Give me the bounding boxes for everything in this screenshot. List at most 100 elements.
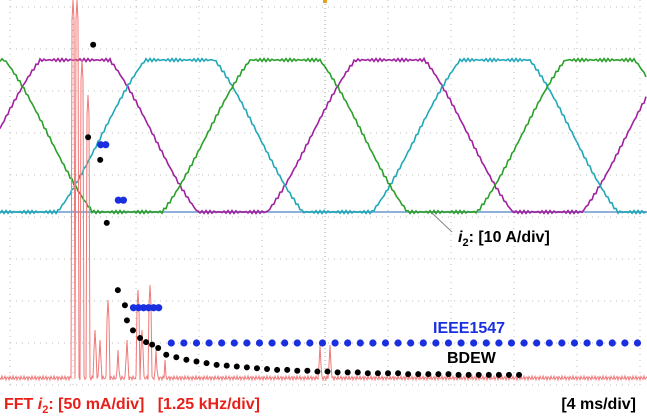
limit-dot <box>516 371 523 378</box>
limit-dot <box>85 134 92 141</box>
limit-dot <box>121 302 128 309</box>
ieee-label: IEEE1547 <box>433 320 505 337</box>
limit-dot <box>218 339 226 347</box>
limit-dot <box>134 304 143 312</box>
limit-dot <box>385 370 391 377</box>
limit-dot <box>457 339 465 347</box>
symbol: i <box>458 229 463 246</box>
limit-dot <box>374 370 381 377</box>
limit-dot <box>205 339 213 347</box>
limit-dot <box>533 339 541 347</box>
limit-dot <box>306 339 314 347</box>
limit-dot <box>103 219 110 226</box>
limit-dot <box>394 339 402 347</box>
limit-dot <box>470 339 478 347</box>
limit-dot <box>444 339 453 347</box>
limit-dot <box>213 361 220 368</box>
limit-dot <box>155 345 162 352</box>
limit-dot <box>633 339 642 347</box>
limit-dot <box>102 141 110 149</box>
limit-dot <box>381 339 390 347</box>
limit-dot <box>119 196 127 204</box>
limit-dot <box>233 363 240 370</box>
limit-dot <box>344 339 352 347</box>
limit-dot <box>145 304 153 312</box>
limit-dot <box>304 367 311 374</box>
limit-dot <box>314 368 321 375</box>
limit-dot <box>123 317 130 324</box>
limit-dot <box>507 339 516 347</box>
limit-dot <box>90 41 97 48</box>
phase-current <box>0 56 647 215</box>
limit-dot <box>139 304 148 312</box>
limit-dot <box>445 371 452 378</box>
limit-dot <box>318 339 327 347</box>
limit-dot <box>432 339 440 347</box>
limit-dot <box>405 371 412 378</box>
limit-dot <box>558 339 566 347</box>
current-label: i2: [10 A/div] <box>458 229 550 249</box>
limit-dot <box>435 371 442 378</box>
limit-dot <box>294 367 301 374</box>
limit-dot <box>475 371 482 378</box>
subscript: 2 <box>462 237 468 249</box>
limit-dot <box>293 339 301 347</box>
limit-dot <box>137 334 144 341</box>
limit-dot <box>415 371 422 378</box>
limit-dot <box>114 196 122 204</box>
subscript: 2 <box>42 404 48 416</box>
limit-dot <box>425 371 432 378</box>
limit-dot <box>334 369 341 376</box>
limit-dot <box>570 339 579 347</box>
limit-dot <box>264 366 271 373</box>
limit-dot <box>274 366 281 373</box>
limit-dot <box>243 339 251 347</box>
limit-dot <box>596 339 604 347</box>
phase-current <box>0 57 647 215</box>
limit-dot <box>223 362 230 369</box>
limit-dot <box>281 339 289 347</box>
phase-current <box>0 57 647 215</box>
limit-dot <box>583 339 591 347</box>
limit-dot <box>193 358 200 365</box>
limit-dot <box>155 304 163 312</box>
trigger-marker <box>323 0 327 3</box>
waveforms <box>0 0 647 382</box>
limit-dot <box>495 339 503 347</box>
time-label: [4 ms/div] <box>561 396 636 413</box>
limit-dot <box>407 339 415 347</box>
limit-dot <box>364 370 371 377</box>
limit-dot <box>505 371 512 378</box>
limit-dot <box>354 369 361 376</box>
limit-dot <box>167 339 175 347</box>
limit-dot <box>455 371 462 378</box>
limit-dot <box>284 366 291 373</box>
limit-dot <box>369 339 377 347</box>
limit-dot <box>344 369 351 376</box>
limit-dot <box>495 371 502 378</box>
limit-dot <box>419 339 427 347</box>
limit-dot <box>545 339 553 347</box>
limit-dot <box>608 339 616 347</box>
limit-dot <box>114 287 121 294</box>
scale: : [50 mA/div] [1.25 kHz/div] <box>48 396 260 413</box>
bdew-label: BDEW <box>447 350 497 367</box>
limit-dot <box>230 339 238 347</box>
limit-dot <box>150 304 158 312</box>
limit-dot <box>143 339 150 346</box>
limit-dot <box>129 304 138 312</box>
limit-dot <box>331 339 339 347</box>
limit-dot <box>129 327 136 334</box>
limit-dot <box>97 141 105 149</box>
limit-dot <box>173 354 180 361</box>
limit-dot <box>163 351 170 358</box>
limit-dot <box>356 339 364 347</box>
limit-dot <box>268 339 276 347</box>
limit-dot <box>465 371 472 378</box>
limit-dot <box>395 370 402 377</box>
limit-dot <box>97 156 104 163</box>
limit-dot <box>255 339 264 347</box>
limit-dot <box>180 339 188 347</box>
